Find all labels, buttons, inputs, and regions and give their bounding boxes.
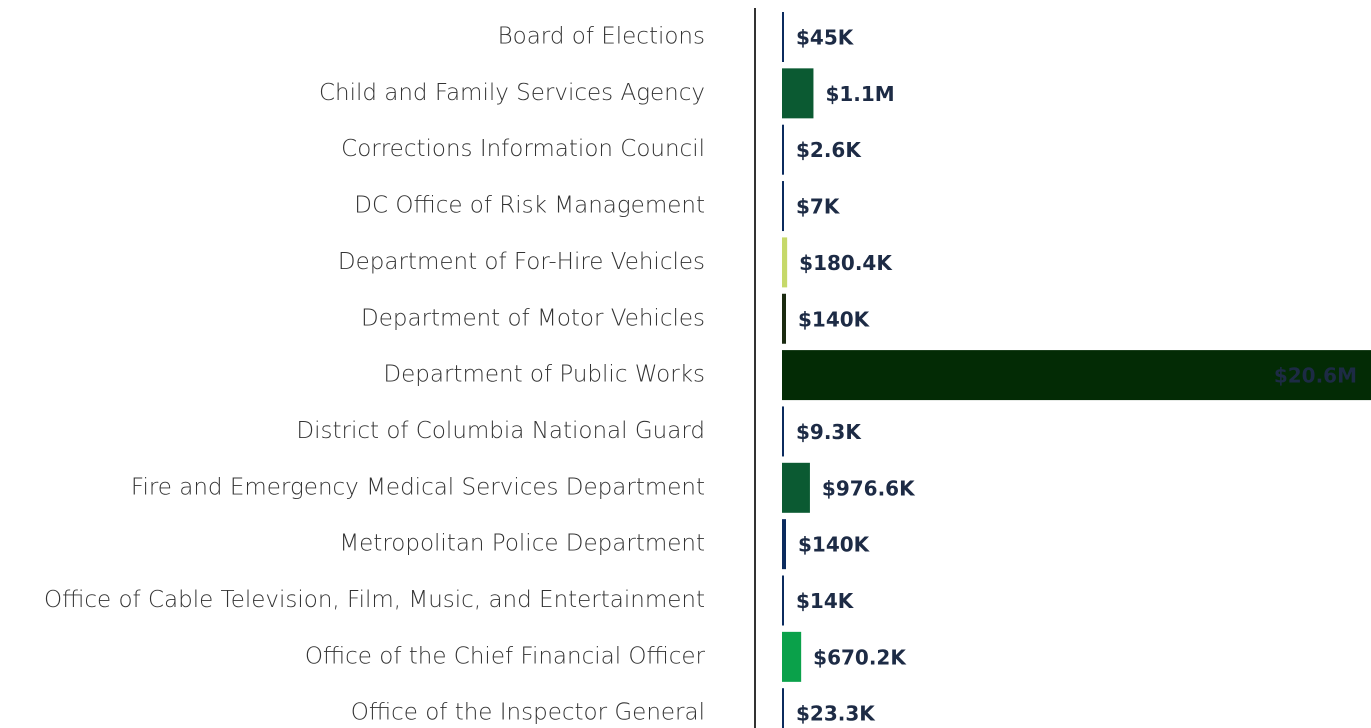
bar [782,12,784,62]
value-label: $140K [798,533,871,557]
category-label: Fire and Emergency Medical Services Depa… [131,474,705,500]
value-label: $7K [796,195,841,219]
bar [782,237,788,288]
value-label: $2.6K [796,138,862,162]
bar [782,631,802,682]
value-label: $180.4K [799,251,893,275]
bar [782,181,784,232]
category-label: Office of the Inspector General [351,700,705,726]
category-label: Metropolitan Police Department [339,531,705,557]
value-label: $14K [796,589,855,613]
value-label: $9.3K [796,420,862,444]
value-label: $20.6M [1274,364,1357,388]
value-label: $23.3K [796,702,876,726]
bar [782,688,784,728]
value-label: $976.6K [822,476,916,500]
category-label: District of Columbia National Guard [296,418,705,444]
bar [782,293,787,344]
bar [782,68,814,119]
bar [782,575,784,626]
category-label: Child and Family Services Agency [319,80,705,106]
category-label: DC Office of Risk Management [354,193,705,219]
bar [782,462,810,513]
value-label: $670.2K [813,645,907,669]
category-label: Office of Cable Television, Film, Music,… [44,587,705,613]
category-label: Office of the Chief Financial Officer [305,643,706,669]
category-label: Department of For-Hire Vehicles [338,249,705,275]
value-label: $140K [798,307,871,331]
bar [782,406,784,457]
category-label: Board of Elections [498,24,705,50]
bar [782,124,784,175]
value-label: $45K [796,26,855,50]
bar [782,350,1371,401]
category-label: Corrections Information Council [341,136,705,162]
bar [782,519,787,570]
category-label: Department of Public Works [383,362,705,388]
category-label: Department of Motor Vehicles [361,305,705,331]
value-label: $1.1M [825,82,894,106]
